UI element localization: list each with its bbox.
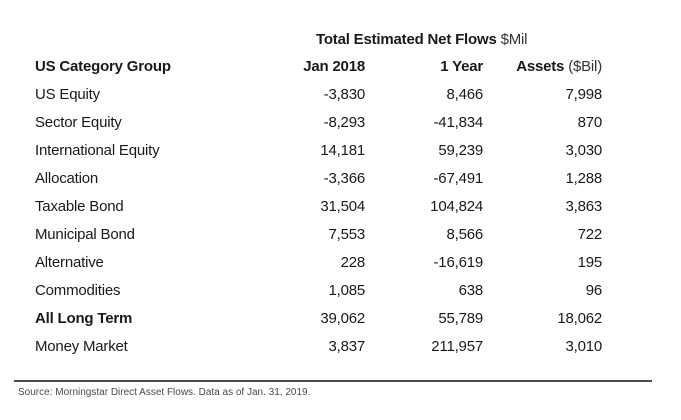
jan-2018-cell: 31,504: [320, 197, 365, 215]
column-header-assets: Assets ($Bil): [483, 52, 602, 80]
table-header-row: US Category Group Jan 2018 1 Year Assets…: [35, 52, 602, 80]
category-cell: Commodities: [35, 281, 121, 299]
table-row: International Equity 14,181 59,239 3,030: [35, 136, 602, 164]
jan-2018-cell: 3,837: [328, 337, 365, 355]
column-header-assets-label: Assets: [516, 57, 565, 75]
one-year-cell: 8,566: [446, 225, 483, 243]
table-row-all-long-term: All Long Term 39,062 55,789 18,062: [35, 304, 602, 332]
category-cell: Taxable Bond: [35, 197, 124, 215]
chart-title-unit: $Mil: [500, 31, 528, 48]
jan-2018-cell: 7,553: [328, 225, 365, 243]
jan-2018-cell: -3,830: [323, 85, 366, 103]
table-row: Money Market 3,837 211,957 3,010: [35, 332, 602, 360]
column-header-category: US Category Group: [35, 57, 171, 75]
one-year-cell: 104,824: [430, 197, 483, 215]
one-year-cell: 55,789: [438, 309, 483, 327]
table-row: Allocation -3,366 -67,491 1,288: [35, 164, 602, 192]
category-cell: Allocation: [35, 169, 99, 187]
one-year-cell: -67,491: [433, 169, 484, 187]
assets-cell: 870: [577, 113, 603, 131]
table-row: Commodities 1,085 638 96: [35, 276, 602, 304]
table-row: Taxable Bond 31,504 104,824 3,863: [35, 192, 602, 220]
jan-2018-cell: -8,293: [323, 113, 366, 131]
table-row: US Equity -3,830 8,466 7,998: [35, 80, 602, 108]
assets-cell: 722: [577, 225, 603, 243]
one-year-cell: 59,239: [438, 141, 483, 159]
chart-title-text: Total Estimated Net Flows: [316, 31, 497, 48]
assets-cell: 1,288: [565, 169, 602, 187]
category-cell: All Long Term: [35, 309, 133, 327]
assets-cell: 3,863: [565, 197, 602, 215]
one-year-cell: 211,957: [431, 337, 483, 355]
column-header-jan-2018: Jan 2018: [303, 57, 365, 75]
one-year-cell: -16,619: [433, 253, 484, 271]
column-header-assets-unit: ($Bil): [568, 57, 602, 75]
jan-2018-cell: 1,085: [328, 281, 365, 299]
table-row: Alternative 228 -16,619 195: [35, 248, 602, 276]
assets-cell: 18,062: [557, 309, 602, 327]
net-flows-table: US Category Group Jan 2018 1 Year Assets…: [35, 52, 602, 360]
category-cell: US Equity: [35, 85, 100, 103]
column-header-1-year: 1 Year: [440, 57, 483, 75]
category-cell: Money Market: [35, 337, 128, 355]
jan-2018-cell: 14,181: [320, 141, 365, 159]
one-year-cell: -41,834: [433, 113, 484, 131]
chart-title: Total Estimated Net Flows $Mil: [316, 31, 527, 48]
assets-cell: 7,998: [565, 85, 602, 103]
category-cell: Sector Equity: [35, 113, 122, 131]
assets-cell: 96: [585, 281, 602, 299]
table-row: Municipal Bond 7,553 8,566 722: [35, 220, 602, 248]
assets-cell: 3,010: [565, 337, 602, 355]
table-row: Sector Equity -8,293 -41,834 870: [35, 108, 602, 136]
jan-2018-cell: 228: [340, 253, 366, 271]
category-cell: International Equity: [35, 141, 160, 159]
assets-cell: 195: [577, 253, 603, 271]
one-year-cell: 8,466: [446, 85, 483, 103]
category-cell: Municipal Bond: [35, 225, 135, 243]
assets-cell: 3,030: [565, 141, 602, 159]
source-note: Source: Morningstar Direct Asset Flows. …: [18, 387, 311, 398]
jan-2018-cell: 39,062: [320, 309, 365, 327]
jan-2018-cell: -3,366: [323, 169, 366, 187]
one-year-cell: 638: [458, 281, 484, 299]
footer-divider: [14, 380, 652, 382]
category-cell: Alternative: [35, 253, 104, 271]
